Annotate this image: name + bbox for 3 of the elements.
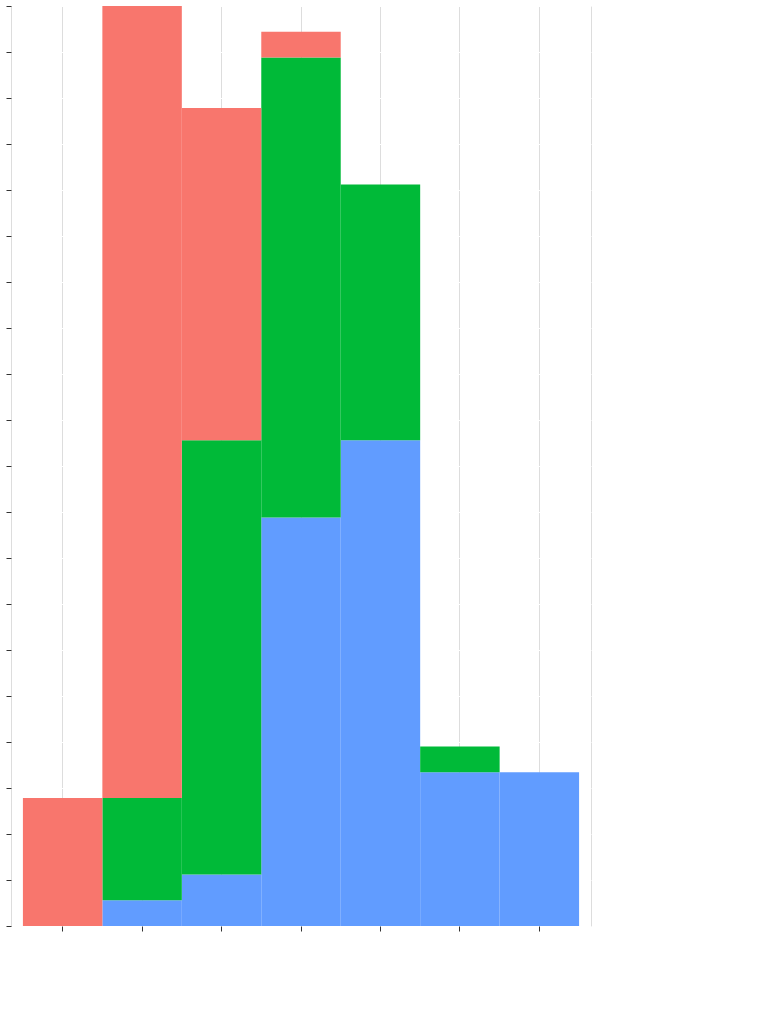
bar xyxy=(22,798,103,926)
bar xyxy=(261,31,341,58)
bar xyxy=(420,746,500,773)
